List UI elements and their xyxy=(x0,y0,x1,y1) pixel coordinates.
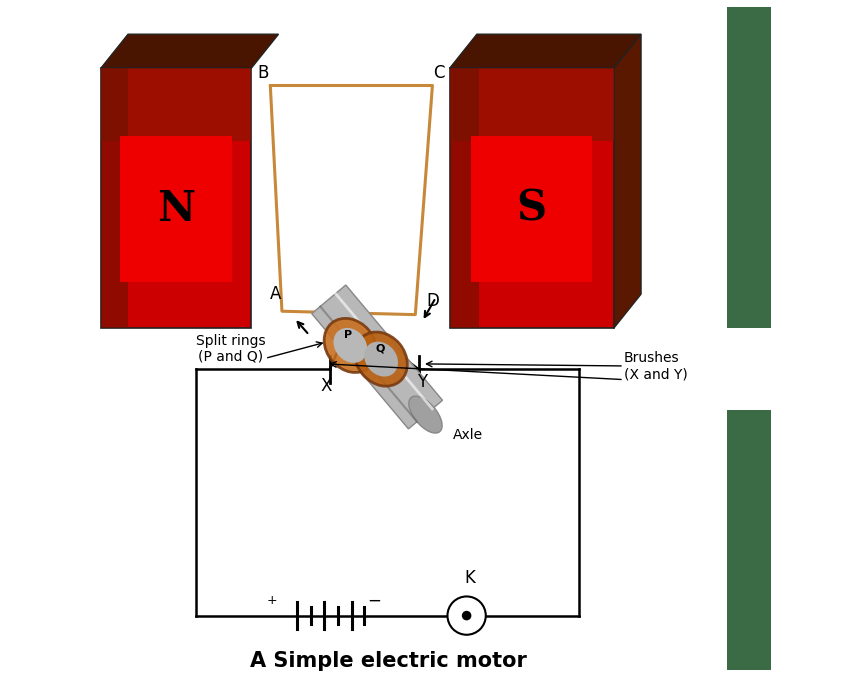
Text: X: X xyxy=(321,378,332,395)
Text: Axle: Axle xyxy=(453,428,483,442)
Text: N: N xyxy=(157,187,195,230)
Ellipse shape xyxy=(365,341,398,377)
FancyBboxPatch shape xyxy=(450,68,613,328)
Text: +: + xyxy=(266,594,277,607)
FancyBboxPatch shape xyxy=(450,68,479,328)
FancyBboxPatch shape xyxy=(450,68,613,141)
Polygon shape xyxy=(613,34,641,328)
FancyBboxPatch shape xyxy=(100,68,128,328)
Text: Split rings
(P and Q): Split rings (P and Q) xyxy=(196,334,265,364)
Polygon shape xyxy=(100,34,279,68)
FancyBboxPatch shape xyxy=(100,68,251,328)
Text: C: C xyxy=(433,64,445,82)
Text: −: − xyxy=(367,592,381,609)
Circle shape xyxy=(462,611,471,620)
Ellipse shape xyxy=(324,318,377,373)
Text: K: K xyxy=(464,569,474,587)
Text: A Simple electric motor: A Simple electric motor xyxy=(250,651,527,672)
FancyBboxPatch shape xyxy=(100,68,251,141)
Text: Y: Y xyxy=(417,373,427,391)
Circle shape xyxy=(448,596,486,635)
Text: Q: Q xyxy=(375,344,384,354)
FancyBboxPatch shape xyxy=(120,136,232,282)
Polygon shape xyxy=(450,34,641,68)
FancyBboxPatch shape xyxy=(471,136,592,282)
Text: Brushes
(X and Y): Brushes (X and Y) xyxy=(624,351,688,381)
Text: B: B xyxy=(257,64,269,82)
Polygon shape xyxy=(311,285,443,429)
Text: S: S xyxy=(517,187,547,230)
FancyBboxPatch shape xyxy=(727,7,771,328)
FancyBboxPatch shape xyxy=(727,410,771,670)
Text: A: A xyxy=(269,285,281,303)
Text: P: P xyxy=(344,330,353,340)
Ellipse shape xyxy=(355,332,408,386)
Ellipse shape xyxy=(334,328,367,363)
Text: D: D xyxy=(426,292,438,310)
Ellipse shape xyxy=(409,396,442,433)
